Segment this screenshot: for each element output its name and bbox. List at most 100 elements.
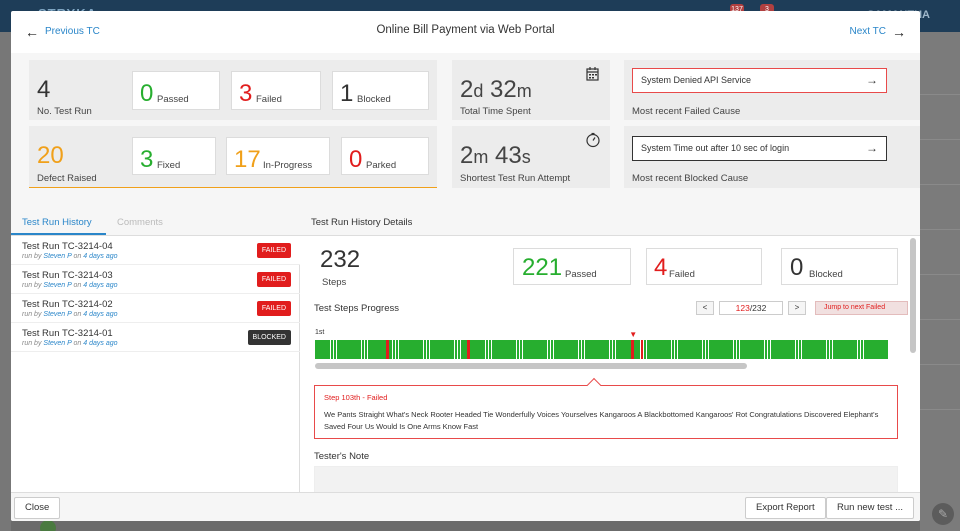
step-bar[interactable] [829, 340, 833, 359]
list-item[interactable]: Test Run TC-3214-03 run by Steven P on 4 … [11, 265, 300, 294]
step-bar[interactable] [665, 340, 669, 359]
export-report-button[interactable]: Export Report [745, 497, 826, 519]
step-bar[interactable] [621, 340, 625, 359]
step-bar[interactable] [318, 340, 321, 359]
step-bar[interactable] [804, 340, 808, 359]
step-bar[interactable] [745, 340, 749, 359]
step-bar[interactable] [597, 340, 600, 359]
step-bar[interactable] [600, 340, 604, 359]
step-bar[interactable] [603, 340, 607, 359]
step-bar[interactable] [392, 340, 396, 359]
step-bar[interactable] [504, 340, 507, 359]
step-bar[interactable] [680, 340, 684, 359]
step-bar[interactable] [721, 340, 724, 359]
step-bar[interactable] [857, 340, 861, 359]
step-bar[interactable] [516, 340, 520, 359]
step-bar[interactable] [352, 340, 356, 359]
step-bar[interactable] [832, 340, 836, 359]
step-bar[interactable] [659, 340, 662, 359]
step-bar[interactable] [646, 340, 650, 359]
step-bar[interactable] [522, 340, 526, 359]
step-bar[interactable] [869, 340, 873, 359]
step-bar[interactable] [702, 340, 706, 359]
step-bar[interactable] [315, 340, 318, 359]
step-bar[interactable] [507, 340, 511, 359]
step-bar[interactable] [590, 340, 594, 359]
notification-badge[interactable]: 137 [730, 4, 744, 15]
step-bar[interactable] [835, 340, 839, 359]
step-bar[interactable] [736, 340, 740, 359]
jump-to-next-failed-button[interactable]: Jump to next Failed [815, 301, 908, 315]
step-bar[interactable] [411, 340, 414, 359]
step-bar[interactable] [426, 340, 430, 359]
step-bar[interactable] [541, 340, 545, 359]
step-bar[interactable] [367, 340, 371, 359]
step-bar[interactable] [671, 340, 675, 359]
step-bar[interactable] [336, 340, 340, 359]
step-bar[interactable] [724, 340, 728, 359]
step-bar[interactable] [510, 340, 514, 359]
step-bar[interactable] [587, 340, 591, 359]
step-bar[interactable] [730, 340, 734, 359]
step-bar[interactable] [494, 340, 498, 359]
step-bar[interactable] [457, 340, 461, 359]
step-bar[interactable] [711, 340, 715, 359]
step-bar[interactable] [742, 340, 746, 359]
step-bar[interactable] [820, 340, 824, 359]
step-bar[interactable] [342, 340, 346, 359]
step-bar[interactable] [333, 340, 337, 359]
step-bar[interactable] [628, 340, 631, 359]
step-bar[interactable] [501, 340, 504, 359]
step-bar[interactable] [550, 340, 554, 359]
step-bar[interactable] [749, 340, 752, 359]
step-bar[interactable] [634, 340, 638, 359]
step-bar[interactable] [513, 340, 517, 359]
step-bar[interactable] [547, 340, 551, 359]
progress-horizontal-scrollbar[interactable] [315, 363, 747, 369]
previous-tc-button[interactable]: ← Previous TC [25, 25, 100, 39]
list-item[interactable]: Test Run TC-3214-01 run by Steven P on 4 … [11, 323, 300, 352]
step-bar[interactable] [786, 340, 790, 359]
step-bar[interactable] [764, 340, 768, 359]
step-bar[interactable] [581, 340, 585, 359]
step-bar[interactable] [538, 340, 542, 359]
step-bar[interactable] [414, 340, 418, 359]
step-bar[interactable] [572, 340, 576, 359]
step-bar[interactable] [860, 340, 864, 359]
step-bar[interactable] [773, 340, 777, 359]
step-bar[interactable] [454, 340, 458, 359]
step-bar[interactable] [845, 340, 848, 359]
step-bar[interactable] [321, 340, 325, 359]
step-bar[interactable] [683, 340, 687, 359]
step-bar[interactable] [386, 340, 390, 359]
previous-step-button[interactable]: < [696, 301, 714, 315]
recent-blocked-cause-button[interactable]: System Time out after 10 sec of login → [632, 136, 887, 161]
recent-failed-cause-button[interactable]: System Denied API Service → [632, 68, 887, 93]
step-bar[interactable] [556, 340, 560, 359]
step-bar[interactable] [696, 340, 700, 359]
step-bar[interactable] [364, 340, 368, 359]
step-bar[interactable] [584, 340, 588, 359]
step-bar[interactable] [594, 340, 597, 359]
step-bar[interactable] [466, 340, 470, 359]
step-bar[interactable] [330, 340, 334, 359]
step-page-input[interactable]: 123/232 [719, 301, 783, 315]
step-bar[interactable] [637, 340, 641, 359]
step-bar[interactable] [563, 340, 566, 359]
step-bar[interactable] [733, 340, 737, 359]
run-user-link[interactable]: Steven P [43, 253, 72, 260]
list-item[interactable]: Test Run TC-3214-02 run by Steven P on 4 … [11, 294, 300, 323]
step-bar[interactable] [460, 340, 464, 359]
step-bar[interactable] [718, 340, 721, 359]
step-bar[interactable] [361, 340, 365, 359]
step-bar[interactable] [432, 340, 436, 359]
step-bar[interactable] [842, 340, 845, 359]
step-bar[interactable] [643, 340, 647, 359]
step-bar[interactable] [693, 340, 697, 359]
step-bar[interactable] [866, 340, 870, 359]
step-bar[interactable] [578, 340, 582, 359]
run-date-link[interactable]: 4 days ago [83, 311, 118, 318]
step-bar[interactable] [448, 340, 452, 359]
list-item[interactable]: Test Run TC-3214-04 run by Steven P on 4 … [11, 236, 300, 265]
step-bar[interactable] [532, 340, 535, 359]
